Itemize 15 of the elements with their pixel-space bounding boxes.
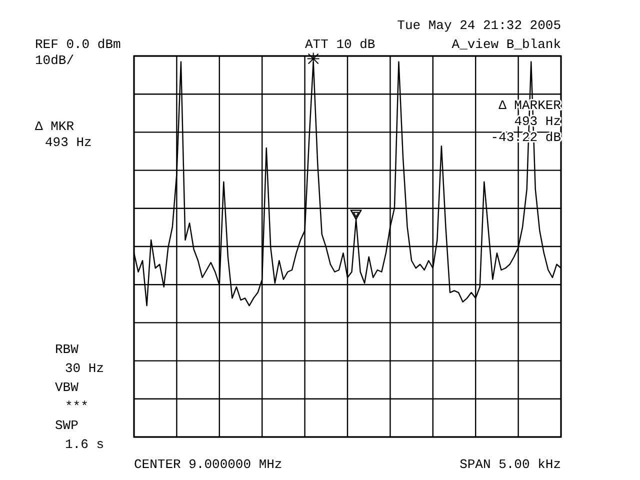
text: VBW xyxy=(55,380,79,395)
text: *** xyxy=(65,399,88,414)
text: 30 Hz xyxy=(65,361,104,376)
text: ATT 10 dB xyxy=(305,37,376,52)
text: 1.6 s xyxy=(65,437,104,452)
text: 493 Hz xyxy=(45,135,92,150)
text: 10dB/ xyxy=(35,53,74,68)
text: Tue May 24 21:32 2005 xyxy=(397,18,561,33)
text: RBW xyxy=(55,342,79,357)
text: A_view B_blank xyxy=(452,37,562,52)
text: Δ MKR xyxy=(35,119,74,134)
text: REF 0.0 dBm xyxy=(35,37,122,52)
text: SPAN 5.00 kHz xyxy=(460,457,561,472)
text: CENTER 9.000000 MHz xyxy=(134,457,282,472)
text: SWP xyxy=(55,418,79,433)
